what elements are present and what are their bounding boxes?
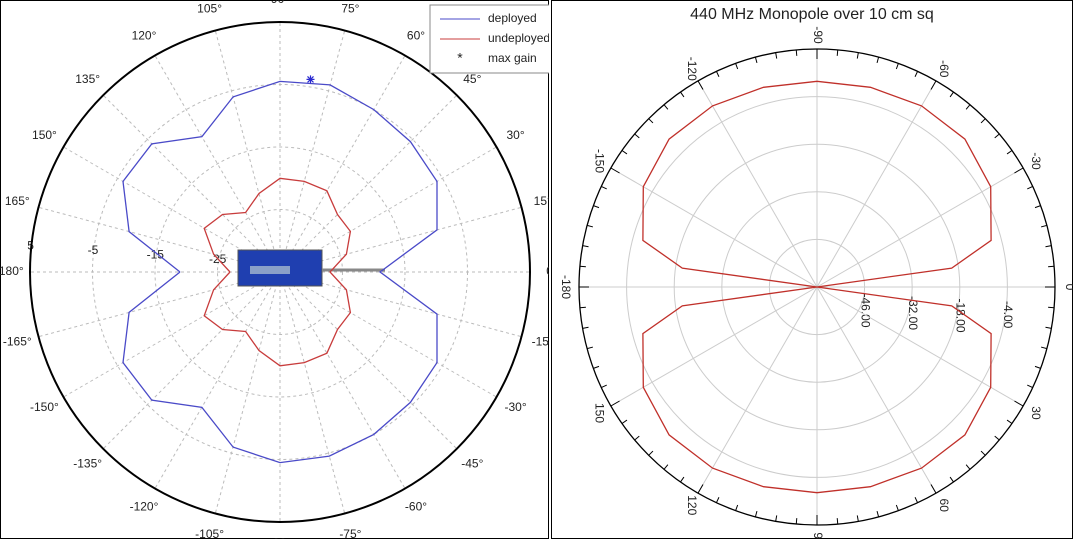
theta-tick-label: ±180° [0,264,24,278]
theta-tick-label: -135° [73,457,102,471]
max-gain-marker [307,75,315,83]
right-chart: 440 MHz Monopole over 10 cm sq -46.00-32… [551,0,1073,539]
theta-tick-label: -90 [811,26,825,44]
theta-tick-label: -165° [3,335,32,349]
theta-tick-label: 135° [75,72,100,86]
theta-tick-label: 75° [341,1,359,15]
theta-tick-label: -60 [937,60,951,78]
minor-tick [837,50,838,56]
theta-tick-label: 30 [1029,406,1043,420]
theta-tick-label: -105° [195,527,224,539]
minor-tick [580,307,586,308]
theta-tick-label: 15° [534,194,549,208]
cubesat-panel [250,266,290,274]
left-chart: -25-15-550°15°30°45°60°75°90°105°120°135… [0,0,549,539]
theta-tick-label: 150 [593,403,607,423]
theta-tick-label: -150 [593,149,607,173]
theta-tick-label: 165° [5,194,30,208]
theta-tick-label: 0 [1063,284,1073,291]
theta-tick-label: -30 [1029,152,1043,170]
theta-tick-label: 30° [506,128,524,142]
minor-tick [580,266,586,267]
minor-tick [796,50,797,56]
legend-label: max gain [488,51,537,65]
theta-tick-label: -30° [504,400,526,414]
theta-tick-label: 0° [546,264,549,278]
r-tick-label: -4.00 [1001,301,1015,329]
theta-tick-label: -180 [559,275,573,299]
theta-tick-label: 45° [463,72,481,86]
theta-tick-label: 60° [407,29,425,43]
theta-tick-label: 105° [197,1,222,15]
r-tick-label: -5 [88,243,99,257]
legend-label: undeployed [488,31,549,45]
theta-tick-label: 60 [937,499,951,513]
legend-marker: * [457,50,463,66]
theta-tick-label: -75° [339,527,361,539]
minor-tick [837,518,838,524]
theta-tick-label: 120 [685,495,699,515]
theta-tick-label: 90 [811,532,825,539]
theta-tick-label: 150° [32,128,57,142]
r-tick-label: -46.00 [858,293,872,327]
minor-tick [1048,266,1054,267]
legend-label: deployed [488,11,537,25]
page: -25-15-550°15°30°45°60°75°90°105°120°135… [0,0,1073,539]
r-tick-label: -15 [147,247,165,261]
theta-tick-label: -15° [532,335,549,349]
theta-tick-label: -150° [30,400,59,414]
theta-tick-label: 90° [271,0,289,6]
panel-border [552,1,1073,539]
theta-tick-label: -120 [685,57,699,81]
minor-tick [1048,307,1054,308]
theta-tick-label: -45° [461,457,483,471]
theta-tick-label: -120° [130,500,159,514]
chart-title: 440 MHz Monopole over 10 cm sq [690,6,934,23]
theta-tick-label: -60° [405,500,427,514]
minor-tick [796,518,797,524]
theta-tick-label: 120° [132,29,157,43]
